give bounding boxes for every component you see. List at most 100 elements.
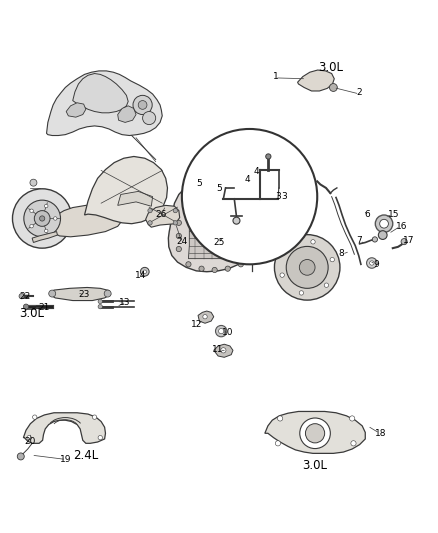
Circle shape	[350, 416, 355, 421]
Text: 16: 16	[396, 222, 407, 231]
Polygon shape	[49, 287, 111, 301]
Circle shape	[133, 95, 152, 115]
Text: 23: 23	[78, 290, 89, 300]
Text: 25: 25	[213, 238, 225, 247]
Circle shape	[280, 273, 284, 277]
Circle shape	[276, 441, 281, 446]
Text: 5: 5	[197, 179, 202, 188]
Text: 24: 24	[176, 237, 187, 246]
Text: 26: 26	[155, 211, 167, 220]
Circle shape	[300, 418, 330, 449]
Circle shape	[401, 239, 407, 245]
Circle shape	[176, 246, 181, 252]
Circle shape	[32, 415, 37, 419]
Polygon shape	[85, 157, 167, 224]
Polygon shape	[214, 344, 233, 357]
Circle shape	[23, 304, 28, 309]
Text: 19: 19	[60, 455, 71, 464]
Polygon shape	[168, 183, 263, 272]
Polygon shape	[188, 220, 245, 259]
Text: 1: 1	[273, 72, 279, 81]
Circle shape	[286, 247, 290, 252]
Text: 10: 10	[222, 328, 233, 337]
Circle shape	[138, 101, 147, 109]
Circle shape	[305, 424, 325, 443]
Text: 20: 20	[25, 437, 36, 446]
Circle shape	[324, 283, 328, 287]
Circle shape	[212, 268, 217, 272]
Circle shape	[221, 348, 226, 353]
Text: 22: 22	[19, 292, 30, 301]
Text: 7: 7	[356, 236, 362, 245]
Text: 3.0L: 3.0L	[303, 459, 328, 472]
Circle shape	[45, 204, 48, 208]
Circle shape	[192, 205, 201, 213]
Circle shape	[329, 84, 337, 92]
Circle shape	[39, 216, 45, 221]
Circle shape	[186, 262, 191, 267]
Polygon shape	[46, 71, 162, 135]
Polygon shape	[66, 103, 86, 117]
Circle shape	[367, 258, 377, 268]
Text: 8: 8	[339, 249, 344, 258]
Polygon shape	[118, 106, 136, 123]
Circle shape	[217, 193, 226, 202]
Text: 12: 12	[191, 320, 202, 329]
Circle shape	[378, 231, 387, 239]
Text: 4: 4	[244, 175, 250, 184]
Circle shape	[330, 257, 334, 262]
Circle shape	[176, 220, 181, 225]
Text: 3.0L: 3.0L	[318, 61, 343, 74]
Circle shape	[104, 290, 111, 297]
Circle shape	[49, 290, 56, 297]
Circle shape	[143, 111, 155, 125]
Circle shape	[30, 179, 37, 186]
Circle shape	[17, 453, 24, 460]
Circle shape	[248, 255, 253, 261]
Circle shape	[98, 304, 102, 309]
Circle shape	[148, 221, 152, 225]
Text: 18: 18	[375, 429, 386, 438]
Circle shape	[372, 237, 378, 242]
Circle shape	[299, 290, 304, 295]
Circle shape	[34, 211, 50, 227]
Circle shape	[45, 229, 48, 233]
Circle shape	[219, 328, 224, 334]
Circle shape	[233, 217, 240, 224]
Polygon shape	[146, 205, 180, 227]
Circle shape	[19, 294, 24, 299]
Circle shape	[311, 240, 315, 244]
Circle shape	[24, 200, 60, 237]
Circle shape	[98, 435, 102, 440]
Polygon shape	[198, 311, 214, 323]
Circle shape	[141, 268, 149, 276]
Circle shape	[299, 260, 315, 275]
Circle shape	[12, 189, 72, 248]
Circle shape	[30, 209, 33, 213]
Text: 14: 14	[135, 271, 146, 280]
Text: 21: 21	[39, 303, 50, 312]
Text: 9: 9	[373, 260, 379, 269]
Text: 13: 13	[120, 298, 131, 307]
Text: 17: 17	[403, 236, 415, 245]
Circle shape	[219, 196, 223, 199]
Circle shape	[275, 235, 340, 300]
Circle shape	[238, 262, 244, 267]
Circle shape	[230, 196, 239, 205]
Polygon shape	[23, 413, 106, 443]
Text: 4: 4	[253, 167, 259, 176]
Circle shape	[370, 261, 374, 265]
Text: 3.0L: 3.0L	[20, 307, 45, 320]
Text: 3: 3	[282, 192, 287, 201]
Circle shape	[148, 208, 152, 213]
Polygon shape	[297, 70, 334, 91]
Polygon shape	[32, 231, 57, 243]
Text: 2.4L: 2.4L	[73, 449, 99, 462]
Circle shape	[203, 314, 207, 319]
Circle shape	[143, 270, 147, 273]
Circle shape	[182, 129, 317, 264]
Polygon shape	[52, 205, 124, 237]
Text: 2: 2	[356, 88, 361, 97]
Circle shape	[351, 441, 356, 446]
Circle shape	[278, 416, 283, 421]
